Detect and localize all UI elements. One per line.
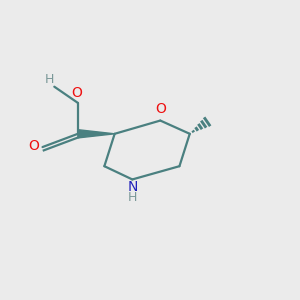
Text: O: O [28,139,39,153]
Text: O: O [71,85,82,100]
Text: H: H [44,73,54,86]
Text: N: N [127,180,137,194]
Text: H: H [128,190,137,204]
Text: O: O [155,102,166,116]
Polygon shape [78,130,115,138]
